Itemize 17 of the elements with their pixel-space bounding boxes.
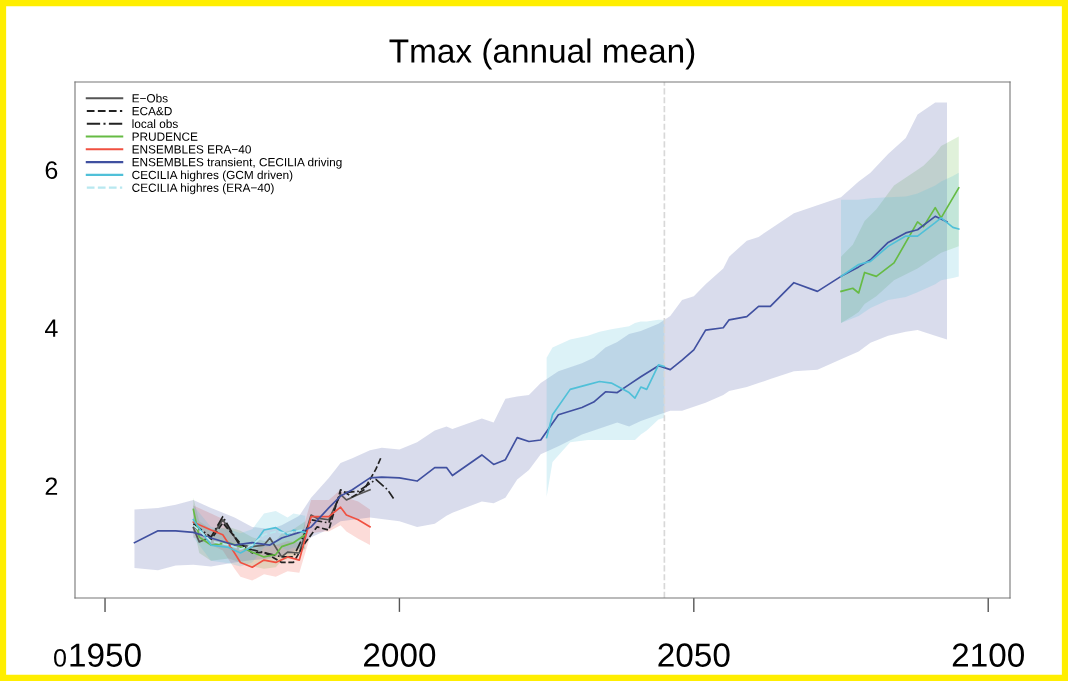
y-tick-label: 2 [45, 477, 58, 495]
legend-label: ENSEMBLES transient, CECILIA driving [132, 157, 342, 169]
x-tick-label: 2100 [952, 643, 1024, 667]
x-tick-label: 2050 [658, 643, 730, 667]
legend-label: CECILIA highres (GCM driven) [132, 170, 293, 182]
text: 0 [54, 649, 66, 667]
y-tick-label: 6 [45, 161, 58, 180]
legend-label: PRUDENCE [132, 132, 198, 141]
x-tick-label: 2000 [364, 643, 436, 667]
legend-label: ENSEMBLES ERA−40 [132, 145, 251, 154]
legend-label: ECA&D [132, 106, 172, 116]
legend-label: E−Obs [132, 93, 168, 103]
y-tick-label: 4 [45, 319, 58, 337]
chart-title: Tmax (annual mean) [389, 38, 695, 70]
x-tick-label: 1950 [70, 643, 141, 667]
legend-label: CECILIA highres (ERA−40) [132, 183, 274, 195]
legend-label: local obs [132, 119, 178, 129]
